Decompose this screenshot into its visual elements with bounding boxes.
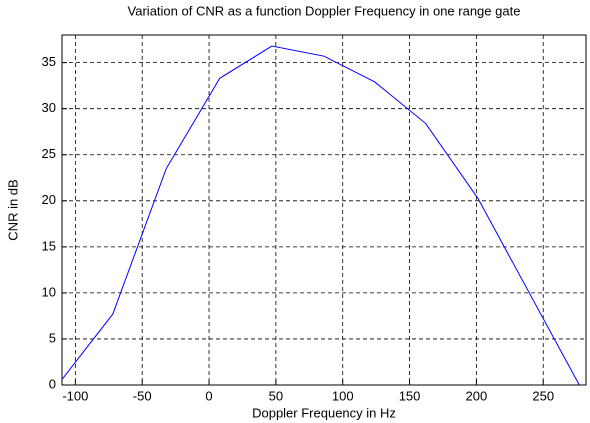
x-tick-label: 50: [269, 388, 283, 403]
y-tick-label: 15: [42, 238, 56, 253]
y-tick-label: 30: [42, 100, 56, 115]
axes-box: [61, 34, 587, 386]
x-tick-label: 250: [532, 388, 554, 403]
y-tick-label: 25: [42, 146, 56, 161]
x-tick-label: 100: [332, 388, 354, 403]
y-axis-label: CNR in dB: [5, 179, 20, 240]
y-tick-label: 10: [42, 284, 56, 299]
chart-title: Variation of CNR as a function Doppler F…: [128, 3, 521, 18]
x-tick-label: -100: [62, 388, 88, 403]
x-tick-label: 200: [466, 388, 488, 403]
x-axis-label: Doppler Frequency in Hz: [252, 405, 396, 420]
data-line: [61, 45, 580, 386]
plot-area: [62, 35, 586, 385]
y-tick-label: 0: [49, 376, 56, 391]
y-tick-label: 20: [42, 192, 56, 207]
y-tick-label: 35: [42, 54, 56, 69]
x-tick-label: -50: [133, 388, 152, 403]
x-tick-label: 150: [399, 388, 421, 403]
x-tick-label: 0: [205, 388, 212, 403]
y-tick-label: 5: [49, 330, 56, 345]
